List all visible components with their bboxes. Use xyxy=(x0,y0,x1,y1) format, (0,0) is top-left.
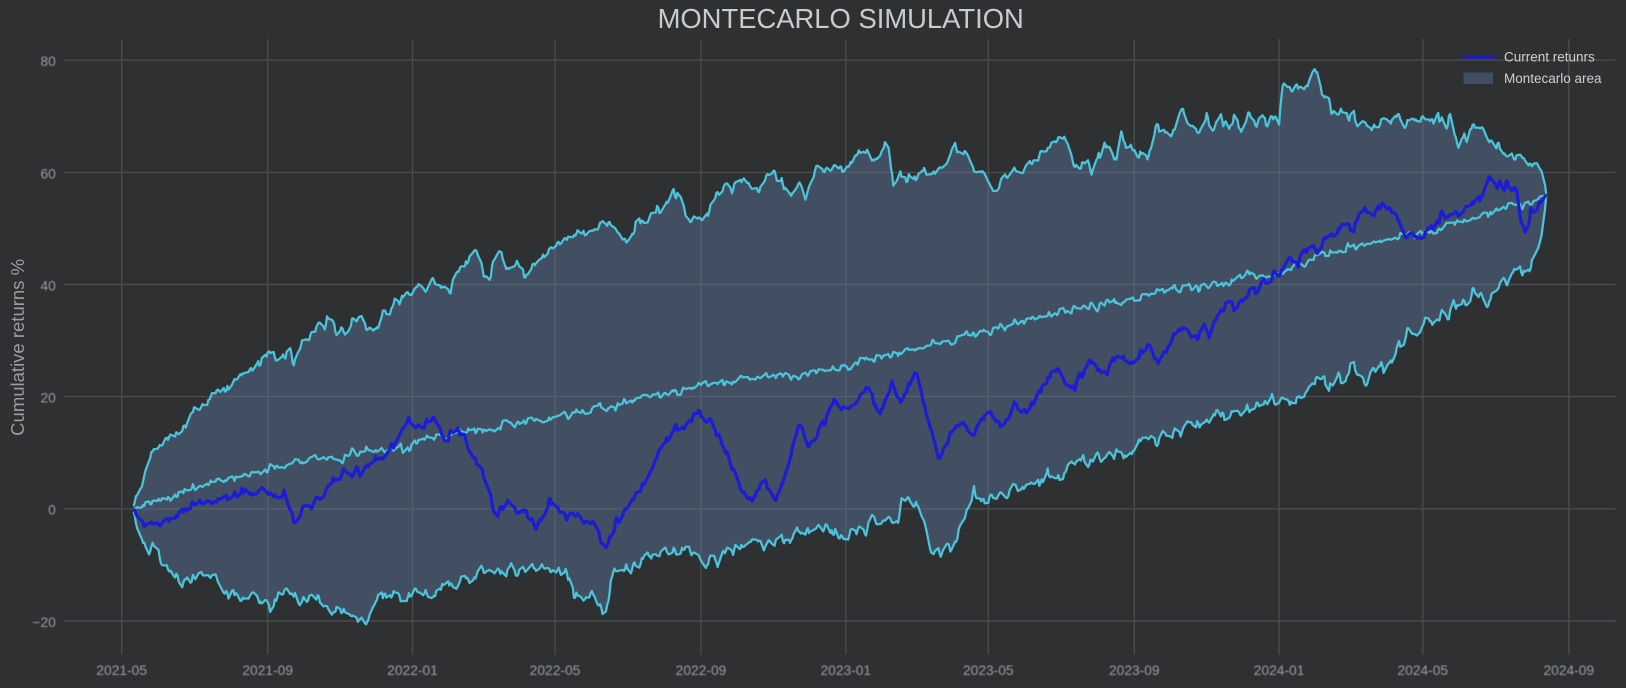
svg-text:2022-05: 2022-05 xyxy=(530,663,581,678)
svg-text:60: 60 xyxy=(40,166,56,181)
svg-text:Cumulative returns %: Cumulative returns % xyxy=(7,259,28,436)
svg-text:Current retunrs: Current retunrs xyxy=(1504,50,1595,65)
svg-text:2023-01: 2023-01 xyxy=(820,663,871,678)
svg-text:Montecarlo area: Montecarlo area xyxy=(1504,71,1602,86)
svg-text:2022-09: 2022-09 xyxy=(676,663,727,678)
svg-text:80: 80 xyxy=(40,54,56,69)
svg-text:2024-05: 2024-05 xyxy=(1397,663,1448,678)
svg-text:2024-01: 2024-01 xyxy=(1254,663,1305,678)
svg-text:2023-05: 2023-05 xyxy=(963,663,1014,678)
svg-text:−20: −20 xyxy=(32,615,56,630)
svg-text:2023-09: 2023-09 xyxy=(1109,663,1160,678)
svg-text:MONTECARLO SIMULATION: MONTECARLO SIMULATION xyxy=(658,3,1024,34)
svg-text:2022-01: 2022-01 xyxy=(387,663,438,678)
svg-text:2024-09: 2024-09 xyxy=(1543,663,1594,678)
svg-text:20: 20 xyxy=(40,391,56,406)
svg-text:40: 40 xyxy=(40,278,56,293)
svg-text:2021-05: 2021-05 xyxy=(96,663,147,678)
svg-text:2021-09: 2021-09 xyxy=(242,663,293,678)
svg-text:0: 0 xyxy=(48,503,56,518)
